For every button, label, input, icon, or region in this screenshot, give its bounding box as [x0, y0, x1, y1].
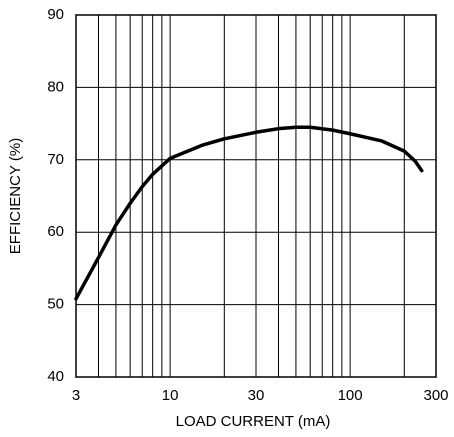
y-tick-label: 90: [47, 6, 64, 23]
x-tick-label: 3: [72, 387, 80, 404]
y-tick-label: 80: [47, 78, 64, 95]
x-tick-label: 100: [338, 387, 363, 404]
y-tick-label: 40: [47, 368, 64, 385]
y-tick-label: 70: [47, 151, 64, 168]
y-axis-label: EFFICIENCY (%): [7, 138, 24, 254]
plot-frame: [75, 14, 437, 378]
x-tick-label: 300: [423, 387, 448, 404]
y-tick-label: 50: [47, 296, 64, 313]
efficiency-line: [74, 125, 424, 301]
x-tick-label: 10: [162, 387, 179, 404]
x-axis-label: LOAD CURRENT (mA): [176, 413, 331, 430]
x-tick-label: 30: [248, 387, 265, 404]
y-tick-label: 60: [47, 223, 64, 240]
